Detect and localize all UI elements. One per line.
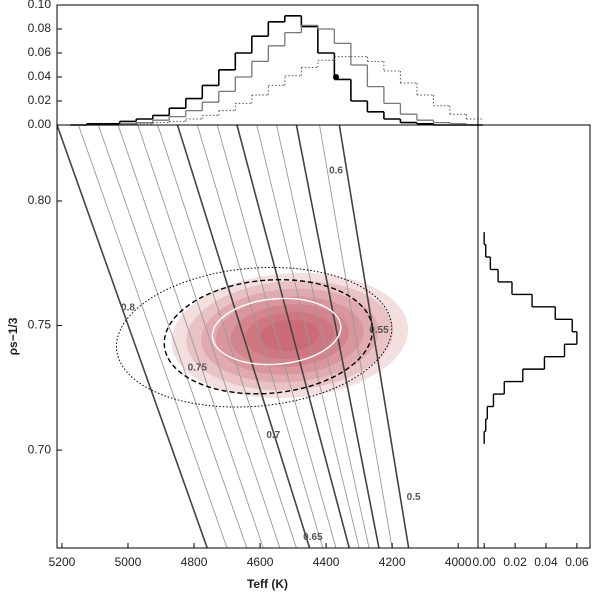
y-tick-label: 0.02 [28,93,52,107]
x-tick-label: 0.02 [503,555,527,569]
track-label: 0.55 [369,325,389,336]
isochrone-track [97,125,248,548]
y-tick-label: 0.06 [28,45,52,59]
y-tick-label: 0.80 [28,193,52,207]
isochrone-track [216,125,337,548]
track-label: 0.7 [266,430,280,441]
isochrone-track [319,125,393,548]
density-cloud [245,312,335,359]
y-tick-label: 0.70 [28,442,52,456]
isochrone-track [78,125,228,548]
marker-point [333,74,340,80]
isochrone-track [236,125,350,548]
track-label: 0.5 [407,492,421,503]
isochrone-track [256,125,360,548]
x-axis-label: Teff (K) [247,577,288,591]
x-tick-label: 5000 [115,555,142,569]
track-label: 0.65 [303,532,323,543]
density-cloud [260,319,320,352]
x-tick-label: 4000 [445,555,472,569]
x-tick-label: 4800 [181,555,208,569]
y-tick-label: 0.75 [28,318,52,332]
confidence-contour [163,278,374,395]
x-tick-label: 4200 [379,555,406,569]
x-tick-label: 4400 [313,555,340,569]
isochrone-track [276,125,370,548]
y-tick-label: 0.04 [28,69,52,83]
confidence-contour [211,297,342,366]
isochrone-track [196,125,324,548]
track-label: 0.6 [329,166,343,177]
isochrone-track [295,125,380,548]
x-tick-label: 0.04 [534,555,558,569]
x-tick-label: 4600 [247,555,274,569]
isochrone-track [117,125,264,548]
isochrone-track [338,125,410,548]
isochrone-track [157,125,297,548]
isochrone-track [137,125,281,548]
track-label: 0.8 [121,303,135,314]
track-label: 0.75 [188,363,208,374]
y-tick-label: 0.08 [28,21,52,35]
y-tick-label: 0.10 [28,0,52,11]
confidence-contour [115,266,393,408]
plot-frame [56,4,479,126]
isochrone-track [176,125,311,548]
density-cloud [201,288,379,383]
x-tick-label: 0.06 [565,555,589,569]
plot-frame [477,124,591,549]
y-tick-label: 0.00 [28,117,52,131]
x-tick-label: 5200 [49,555,76,569]
y-axis-label: ρs−1/3 [6,317,20,355]
isochrone-track [57,125,208,548]
x-tick-label: 0.00 [472,555,496,569]
